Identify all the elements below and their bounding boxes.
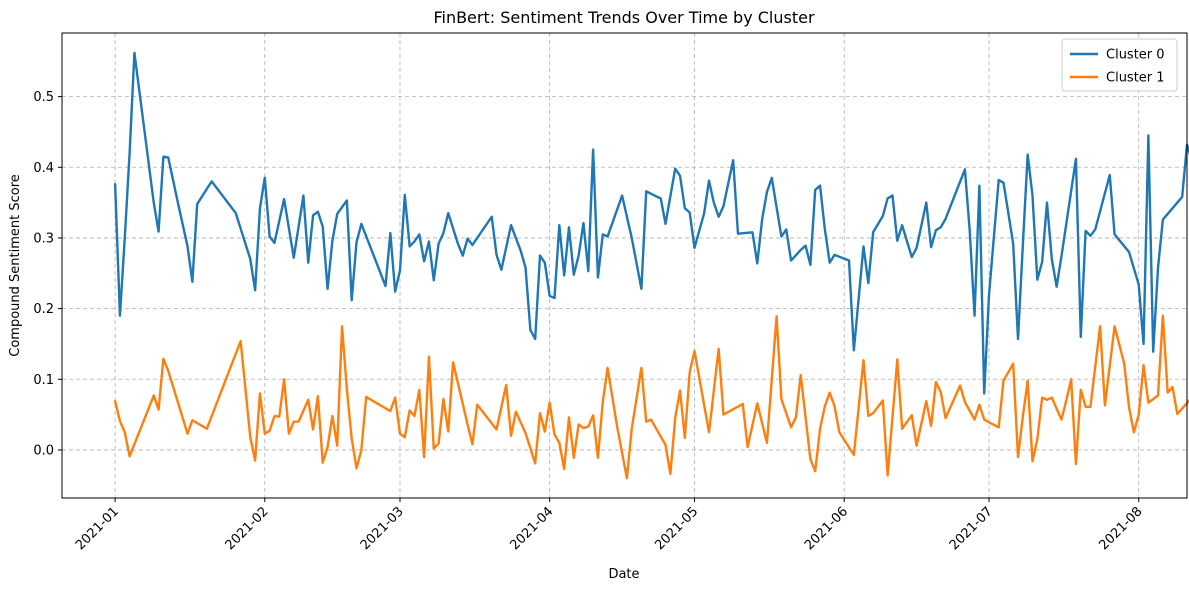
x-tick-label: 2021-01 (73, 504, 122, 553)
series-line-0 (113, 51, 1189, 395)
x-tick-label: 2021-06 (802, 504, 851, 553)
grid-lines (62, 33, 1187, 498)
x-tick-label: 2021-05 (652, 504, 701, 553)
legend-label: Cluster 0 (1106, 48, 1165, 63)
y-tick-label: 0.3 (33, 231, 54, 246)
legend: Cluster 0 Cluster 1 (1061, 38, 1178, 92)
y-tick-label: 0.1 (33, 373, 54, 388)
chart-title: FinBert: Sentiment Trends Over Time by C… (433, 8, 815, 27)
x-tick-label: 2021-02 (223, 504, 272, 553)
x-axis-label: Date (608, 567, 639, 582)
y-tick-label: 0.4 (33, 161, 54, 176)
y-tick-label: 0.0 (33, 443, 54, 458)
y-tick-label: 0.2 (33, 302, 54, 317)
series-lines (113, 51, 1189, 480)
x-axis: 2021-01 2021-02 2021-03 2021-04 2021-05 2021-… (73, 498, 1146, 553)
y-axis-label: Compound Sentiment Score (8, 174, 23, 357)
series-line-1 (113, 314, 1189, 480)
plot-area-frame (61, 32, 1188, 499)
x-tick-label: 2021-04 (507, 504, 556, 553)
x-tick-label: 2021-08 (1097, 504, 1146, 553)
y-tick-label: 0.5 (33, 90, 54, 105)
x-tick-label: 2021-03 (358, 504, 407, 553)
legend-label: Cluster 1 (1106, 71, 1165, 86)
y-axis: 0.0 0.1 0.2 0.3 0.4 0.5 (33, 90, 62, 458)
x-tick-label: 2021-07 (947, 504, 996, 553)
